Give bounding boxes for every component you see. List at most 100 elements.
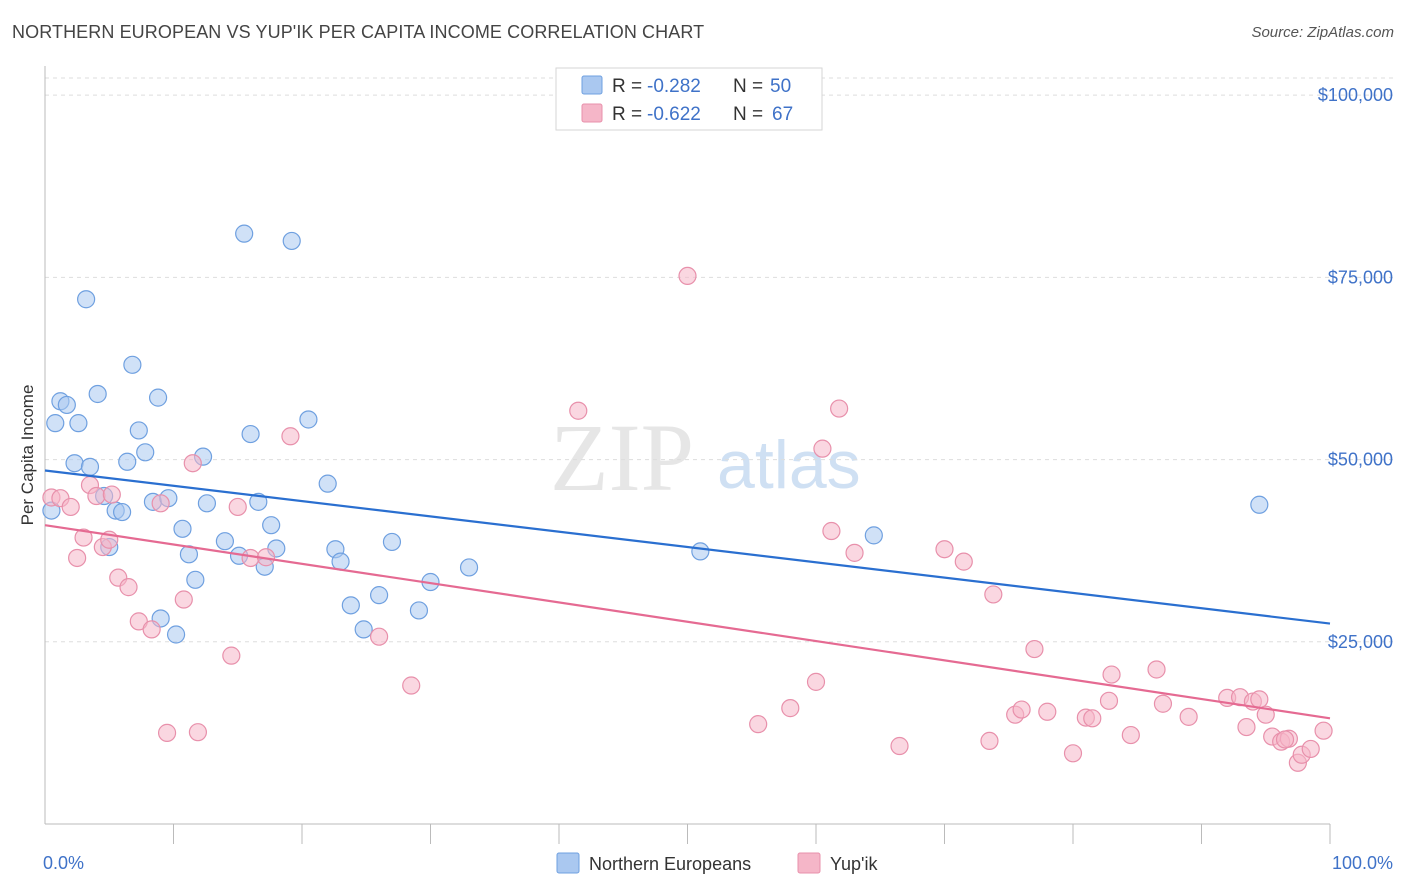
watermark-atlas: atlas	[717, 427, 861, 503]
northern-point-47	[691, 542, 710, 561]
northern-point-26	[197, 494, 217, 513]
northern-point-30	[241, 424, 260, 444]
northern-point-21	[166, 625, 186, 644]
yupik-point-25	[402, 676, 421, 695]
northern-point-33	[262, 516, 281, 535]
yupik-point-30	[806, 672, 826, 691]
yupik-point-65	[1314, 721, 1333, 740]
yupik-point-36	[935, 540, 954, 559]
northern-point-29	[235, 224, 254, 243]
yupik-point-66	[1275, 730, 1295, 749]
northern-point-8	[88, 384, 107, 404]
legend-r-value-2: -0.622	[647, 104, 701, 125]
axes	[44, 66, 1331, 844]
yupik-point-24	[370, 627, 389, 646]
yupik-point-14	[151, 494, 170, 513]
yupik-trend-line	[44, 524, 1331, 720]
northern-point-7	[80, 457, 100, 476]
yupik-point-29	[781, 699, 800, 718]
northern-point-40	[341, 596, 360, 615]
northern-point-22	[173, 519, 192, 538]
yupik-point-34	[845, 543, 864, 562]
yupik-point-42	[1025, 639, 1044, 659]
yupik-point-28	[749, 715, 768, 734]
yupik-point-13	[142, 620, 161, 639]
northern-point-14	[123, 355, 142, 374]
y-tick-label-0: $25,000	[1328, 632, 1393, 652]
yupik-point-48	[1102, 665, 1121, 684]
legend-n-label-2: N =	[733, 104, 763, 125]
northern-point-49	[1250, 495, 1269, 514]
yupik-point-35	[890, 736, 909, 756]
northern-point-6	[77, 290, 96, 309]
northern-point-43	[382, 532, 402, 552]
series-legend: Northern Europeans Yup'ik	[556, 852, 878, 874]
bottom-legend-swatch-northern	[556, 852, 580, 874]
yupik-point-6	[87, 486, 106, 506]
yupik-point-12	[129, 612, 148, 631]
northern-point-35	[282, 231, 301, 251]
yupik-point-46	[1083, 709, 1102, 728]
yupik-point-3	[68, 548, 87, 568]
bottom-legend-label-yupik: Yup'ik	[830, 854, 878, 874]
yupik-point-38	[980, 731, 999, 751]
trend-lines	[44, 469, 1331, 720]
yupik-point-37	[954, 552, 973, 571]
yupik-point-2	[61, 497, 80, 517]
yupik-point-33	[830, 399, 849, 418]
yupik-point-18	[188, 723, 208, 742]
y-tick-label-3: $100,000	[1318, 85, 1393, 105]
legend-r-value-1: -0.282	[647, 76, 701, 97]
northern-point-42	[370, 586, 389, 605]
legend-n-value-1: 50	[770, 76, 791, 97]
yupik-point-44	[1063, 744, 1083, 763]
yupik-point-64	[1301, 739, 1320, 759]
yupik-point-50	[1147, 660, 1166, 679]
yupik-point-47	[1099, 691, 1119, 710]
bottom-legend-swatch-yupik	[797, 852, 821, 874]
yupik-point-55	[1237, 717, 1256, 737]
y-tick-label-2: $75,000	[1328, 267, 1393, 287]
northern-point-39	[331, 552, 350, 571]
yupik-point-52	[1179, 707, 1198, 726]
northern-point-27	[215, 532, 234, 551]
northern-point-3	[57, 395, 76, 415]
data-points	[42, 224, 1333, 772]
yupik-point-27	[678, 266, 697, 286]
yupik-point-57	[1250, 690, 1269, 709]
x-tick-labels: 0.0% 100.0%	[43, 853, 1393, 873]
northern-point-12	[112, 502, 132, 522]
watermark-zip: ZIP	[550, 404, 694, 511]
yupik-point-16	[174, 590, 193, 609]
yupik-point-49	[1121, 725, 1140, 745]
yupik-point-32	[822, 521, 841, 541]
northern-point-4	[65, 454, 84, 473]
yupik-point-15	[157, 723, 177, 742]
legend-r-label-1: R =	[612, 76, 642, 97]
northern-point-18	[148, 388, 168, 407]
source-label: Source: ZipAtlas.com	[1251, 24, 1394, 41]
y-axis-label: Per Capita Income	[18, 385, 37, 526]
northern-point-37	[318, 474, 337, 493]
legend-r-label-2: R =	[612, 104, 642, 125]
yupik-point-43	[1038, 702, 1057, 721]
northern-point-5	[69, 414, 88, 433]
yupik-point-17	[183, 454, 202, 473]
yupik-point-39	[984, 585, 1003, 604]
northern-point-46	[459, 558, 479, 577]
yupik-point-23	[281, 427, 300, 446]
northern-point-16	[136, 443, 155, 462]
y-tick-label-1: $50,000	[1328, 450, 1393, 470]
yupik-point-4	[74, 528, 93, 547]
yupik-point-20	[228, 497, 247, 517]
northern-point-41	[354, 620, 373, 639]
yupik-point-51	[1153, 694, 1173, 713]
x-tick-label-1: 100.0%	[1332, 853, 1393, 873]
northern-point-44	[409, 601, 429, 620]
yupik-point-9	[102, 485, 121, 504]
northern-point-15	[129, 421, 148, 440]
yupik-point-19	[222, 646, 241, 665]
yupik-point-41	[1012, 700, 1031, 719]
legend-swatch-yupik	[581, 103, 603, 123]
legend-n-label-1: N =	[733, 76, 763, 97]
